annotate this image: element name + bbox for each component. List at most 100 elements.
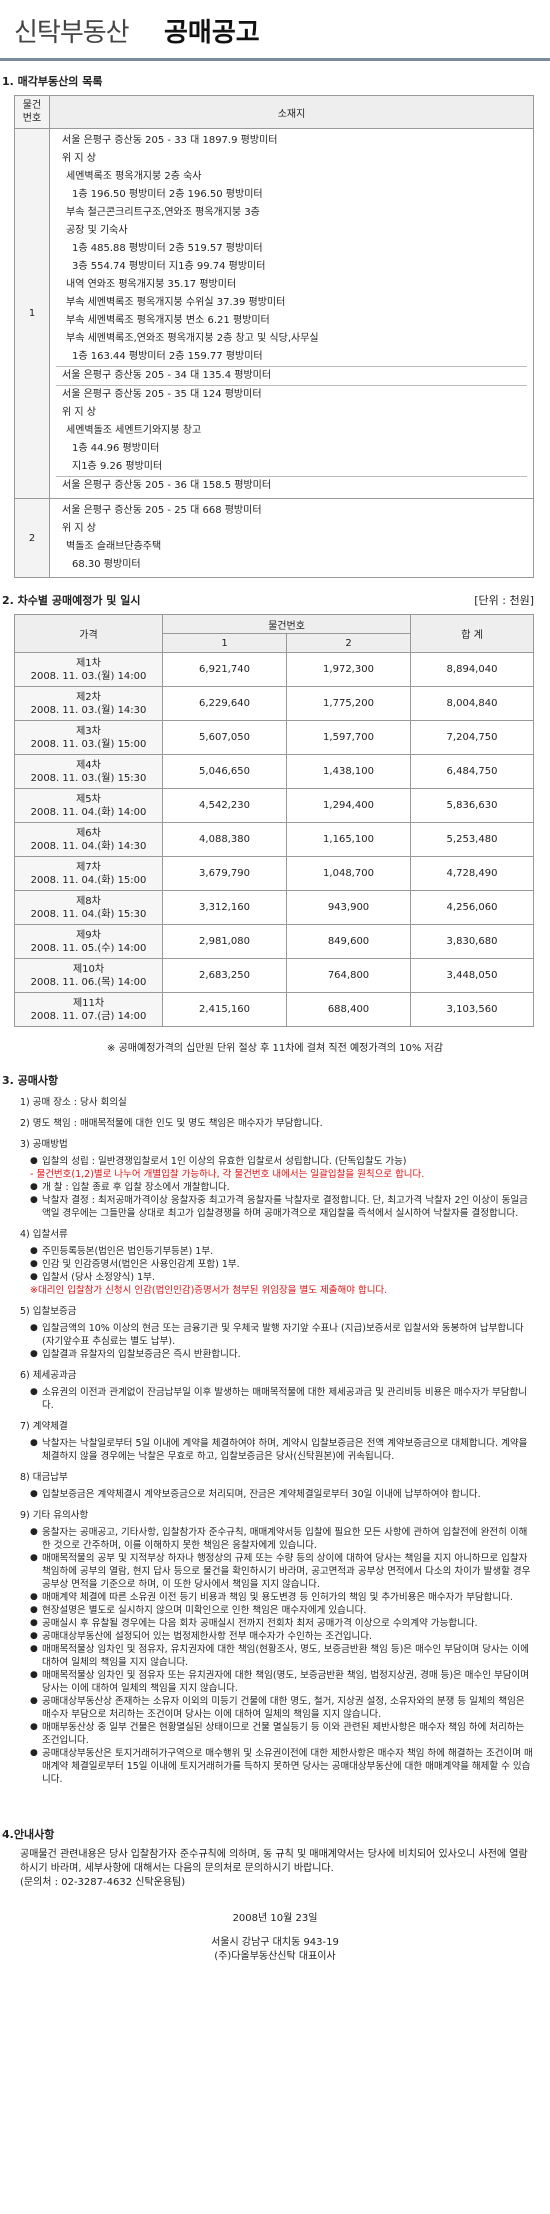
term-item: 입찰의 성립 : 일반경쟁입찰로서 1인 이상의 유효한 입찰로서 성립합니다.… [30,1155,534,1168]
property-number: 1 [14,128,50,499]
round-label: 제1차 [76,657,101,669]
term-item: - 물건번호(1,2)별로 나누어 개별입찰 가능하나, 각 물건번호 내에서는… [30,1169,425,1180]
term-item: 공매대상부동산상 존재하는 소유자 이외의 미등기 건물에 대한 명도, 철거,… [30,1695,534,1721]
price-cell-v1: 4,088,380 [162,822,287,857]
location-line: 벽돌조 슬래브단층주택 [66,541,162,552]
schedule-row: 제11차 2008. 11. 07.(금) 14:00 2,415,160 688,4… [14,992,534,1027]
location-line: 1층 163.44 평방미터 2층 159.77 평방미터 [72,351,263,362]
price-cell-v1: 6,921,740 [162,652,287,687]
price-cell-total: 5,836,630 [410,788,534,823]
location-line: 부속 세멘벽록조,연와조 평옥개지붕 2층 창고 및 식당,사무실 [66,333,319,344]
price-cell-v2: 764,800 [286,958,411,993]
company-name: (주)다올부동산신탁 대표이사 [214,1951,336,1962]
term-deposit-heading: 5) 입찰보증금 [20,1306,77,1317]
property-row: 2 서울 은평구 증산동 205 - 25 대 668 평방미터 위 지 상 벽돌조 … [14,498,534,578]
term-item: ※대리인 입찰참가 신청시 인감(법인인감)증명서가 첨부된 위임장을 별도 제… [30,1285,388,1296]
location-line: 공장 및 기숙사 [66,225,128,236]
location-line: 서울 은평구 증산동 205 - 34 대 135.4 평방미터 [56,366,527,385]
price-cell-total: 6,484,750 [410,754,534,789]
location-line: 위 지 상 [62,153,96,164]
section-title-text: 2. 차수별 공매예정가 및 일시 [2,594,141,607]
round-date: 2008. 11. 03.(월) 14:00 [30,670,147,682]
round-date: 2008. 11. 03.(월) 14:30 [30,704,147,716]
round-label: 제3차 [76,725,101,737]
schedule-table: 가격 물건번호 합 계 1 2 제1차 2008. 11. 03.(월) 14:0… [14,614,534,1027]
col-header-total: 합 계 [410,614,534,653]
location-line: 1층 44.96 평방미터 [72,443,160,454]
price-cell-v1: 6,229,640 [162,686,287,721]
round-date-cell: 제7차 2008. 11. 04.(화) 15:00 [14,856,163,891]
round-label: 제9차 [76,929,101,941]
price-cell-v1: 2,683,250 [162,958,287,993]
schedule-row: 제4차 2008. 11. 03.(월) 15:30 5,046,650 1,438,… [14,754,534,789]
term-item: 매매부동산상 중 일부 건물은 현황멸실된 상태이므로 건물 멸실등기 등 이와… [30,1721,534,1747]
term-item: 입찰결과 유찰자의 입찰보증금은 즉시 반환합니다. [30,1348,534,1361]
round-date: 2008. 11. 04.(화) 15:30 [30,908,147,920]
term-duty: 2) 명도 책임 : 매매목적물에 대한 인도 및 명도 책임은 매수자가 부담… [20,1118,323,1129]
round-label: 제7차 [76,861,101,873]
price-cell-v2: 1,438,100 [286,754,411,789]
term-contract-heading: 7) 계약체결 [20,1421,68,1432]
location-line: 서울 은평구 증산동 205 - 33 대 1897.9 평방미터 [62,135,278,146]
term-item: 현장설명은 별도로 실시하지 않으며 미확인으로 인한 책임은 매수자에게 있습… [30,1604,534,1617]
notice-text: 공매물건 관련내용은 당사 입찰참가자 준수규칙에 의하며, 동 규칙 및 매매… [20,1849,528,1874]
round-date: 2008. 11. 04.(화) 14:00 [30,806,147,818]
round-date: 2008. 11. 05.(수) 14:00 [30,942,147,954]
price-cell-v2: 943,900 [286,890,411,925]
price-cell-v1: 2,415,160 [162,992,287,1027]
location-line: 세멘벽록조 평옥개지붕 2층 숙사 [66,171,202,182]
term-item: 입찰서 (당사 소정양식) 1부. [30,1271,534,1284]
location-line: 1층 485.88 평방미터 2층 519.57 평방미터 [72,243,263,254]
schedule-row: 제2차 2008. 11. 03.(월) 14:30 6,229,640 1,775,… [14,686,534,721]
price-cell-v2: 1,165,100 [286,822,411,857]
price-cell-total: 5,253,480 [410,822,534,857]
terms-block: 1) 공매 장소 : 당사 회의실 2) 명도 책임 : 매매목적물에 대한 인… [0,1096,550,1786]
schedule-row: 제6차 2008. 11. 04.(화) 14:30 4,088,380 1,165,… [14,822,534,857]
term-etc-heading: 9) 기타 유의사항 [20,1510,89,1521]
term-item: 매매목적물상 임차인 및 점유자 또는 유치권자에 대한 책임(명도, 보증금반… [30,1669,534,1695]
schedule-row: 제8차 2008. 11. 04.(화) 15:30 3,312,160 943,90… [14,890,534,925]
schedule-row: 제1차 2008. 11. 03.(월) 14:00 6,921,740 1,972,… [14,652,534,687]
term-item: 낙찰자 결정 : 최저공매가격이상 응찰자중 최고가격 응찰자를 낙찰자로 결정… [30,1194,534,1220]
price-cell-total: 8,004,840 [410,686,534,721]
round-date-cell: 제8차 2008. 11. 04.(화) 15:30 [14,890,163,925]
term-item: 소유권의 이전과 관계없이 잔금납부일 이후 발생하는 매매목적물에 대한 제세… [30,1386,534,1412]
logo: 신탁부동산 [14,18,130,48]
location-line: 서울 은평구 증산동 205 - 35 대 124 평방미터 [56,385,527,404]
signature-block: 2008년 10월 23일 서울시 강남구 대치동 943-19 (주)다올부동… [0,1912,550,1964]
term-item: 입찰보증금은 계약체결시 계약보증금으로 처리되며, 잔금은 계약체결일로부터 … [30,1488,534,1501]
term-item: 공매대상부동산에 설정되어 있는 법정제한사항 전부 매수자가 수인하는 조건입… [30,1630,534,1643]
price-cell-v1: 4,542,230 [162,788,287,823]
round-label: 제11차 [72,997,105,1009]
col-header-1: 1 [162,633,287,653]
term-item: 응찰자는 공매공고, 기타사항, 입찰참가자 준수규칙, 매매계약서등 입찰에 … [30,1526,534,1552]
company-address: 서울시 강남구 대치동 943-19 [211,1937,339,1948]
round-date: 2008. 11. 04.(화) 15:00 [30,874,147,886]
round-label: 제2차 [76,691,101,703]
page-header: 신탁부동산 공매공고 [0,0,550,61]
term-place: 1) 공매 장소 : 당사 회의실 [20,1097,127,1108]
round-date: 2008. 11. 04.(화) 14:30 [30,840,147,852]
price-cell-v2: 1,972,300 [286,652,411,687]
notice-date: 2008년 10월 23일 [232,1913,318,1924]
term-pay-heading: 8) 대금납부 [20,1472,68,1483]
price-cell-total: 3,103,560 [410,992,534,1027]
location-line: 부속 철근콘크리트구조,연와조 평옥개지붕 3층 [66,207,260,218]
col-header-price: 가격 [14,614,163,653]
price-cell-v1: 3,312,160 [162,890,287,925]
term-item: 낙찰자는 낙찰일로부터 5일 이내에 계약을 체결하여야 하며, 계약시 입찰보… [30,1437,534,1463]
schedule-row: 제3차 2008. 11. 03.(월) 15:00 5,607,050 1,597,… [14,720,534,755]
price-cell-total: 4,256,060 [410,890,534,925]
col-header-item: 물건번호 [162,614,411,634]
round-date: 2008. 11. 03.(월) 15:00 [30,738,147,750]
location-line: 위 지 상 [62,523,96,534]
round-label: 제4차 [76,759,101,771]
round-date-cell: 제9차 2008. 11. 05.(수) 14:00 [14,924,163,959]
location-line: 서울 은평구 증산동 205 - 36 대 158.5 평방미터 [56,476,527,495]
round-label: 제10차 [72,963,105,975]
price-cell-v2: 1,597,700 [286,720,411,755]
price-cell-v1: 5,607,050 [162,720,287,755]
round-date-cell: 제11차 2008. 11. 07.(금) 14:00 [14,992,163,1027]
